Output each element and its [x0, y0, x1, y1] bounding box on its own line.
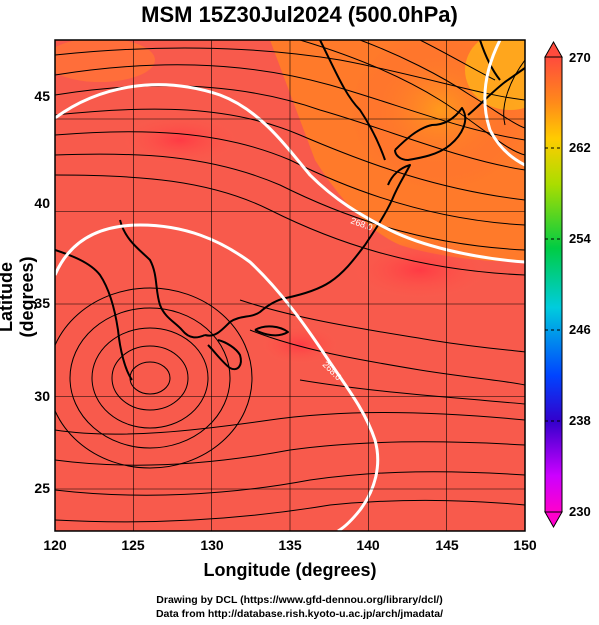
contour-268-northeast	[483, 40, 525, 167]
x-tick-135: 135	[278, 537, 302, 553]
field-red-patch-north	[120, 115, 240, 165]
field-yellow-core	[465, 40, 525, 110]
colorbar-tick-270: 270	[569, 50, 591, 65]
coast-korea	[119, 219, 206, 339]
y-tick-30: 30	[34, 388, 50, 404]
x-tick-125: 125	[121, 537, 145, 553]
colorbar-top-arrow	[544, 40, 563, 58]
x-tick-145: 145	[435, 537, 459, 553]
x-tick-140: 140	[356, 537, 380, 553]
streamlines	[55, 40, 525, 523]
coast-sakhalin	[479, 40, 501, 81]
colorbar-tick-238: 238	[569, 413, 591, 428]
colorbar-tick-254: 254	[569, 231, 591, 246]
coast-shikoku	[254, 325, 289, 337]
coast-russia	[319, 40, 386, 161]
colorbar-tick-246: 246	[569, 322, 591, 337]
contour-268-north	[55, 83, 525, 264]
x-tick-120: 120	[43, 537, 67, 553]
credit-data: Data from http://database.rish.kyoto-u.a…	[155, 608, 444, 620]
contours-268	[55, 40, 525, 531]
coast-kurils	[467, 67, 525, 116]
colorbar-fill	[545, 57, 562, 512]
x-tick-150: 150	[513, 537, 537, 553]
colorbar	[544, 40, 563, 529]
x-axis-label: Longitude (degrees)	[203, 560, 377, 580]
grid	[55, 40, 525, 531]
streamlines-cyclone	[55, 287, 253, 469]
coastlines	[55, 40, 525, 381]
credit-drawing: Drawing by DCL (https://www.gfd-dennou.o…	[156, 594, 443, 606]
figure-title: MSM 15Z30Jul2024 (500.0hPa)	[141, 2, 458, 27]
field-red-patch-east	[350, 240, 490, 300]
coast-hokkaido	[394, 107, 467, 161]
colorbar-tick-262: 262	[569, 140, 591, 155]
y-tick-45: 45	[34, 88, 50, 104]
field-orange-northwest	[55, 40, 155, 82]
contour-268-south	[55, 223, 380, 531]
coast-kyushu	[207, 339, 242, 371]
coast-china	[55, 249, 133, 381]
y-axis-label: Latitude (degrees)	[0, 256, 37, 338]
y-tick-25: 25	[34, 480, 50, 496]
plot-frame	[54, 39, 526, 532]
colorbar-bottom-arrow	[544, 511, 563, 529]
x-tick-130: 130	[200, 537, 224, 553]
colorbar-frame	[544, 56, 563, 513]
colorbar-tick-230: 230	[569, 504, 591, 519]
coast-japan-honshu	[204, 164, 411, 337]
y-tick-35: 35	[34, 295, 50, 311]
streamlines-northeast-ridge	[299, 40, 525, 156]
y-tick-40: 40	[34, 195, 50, 211]
